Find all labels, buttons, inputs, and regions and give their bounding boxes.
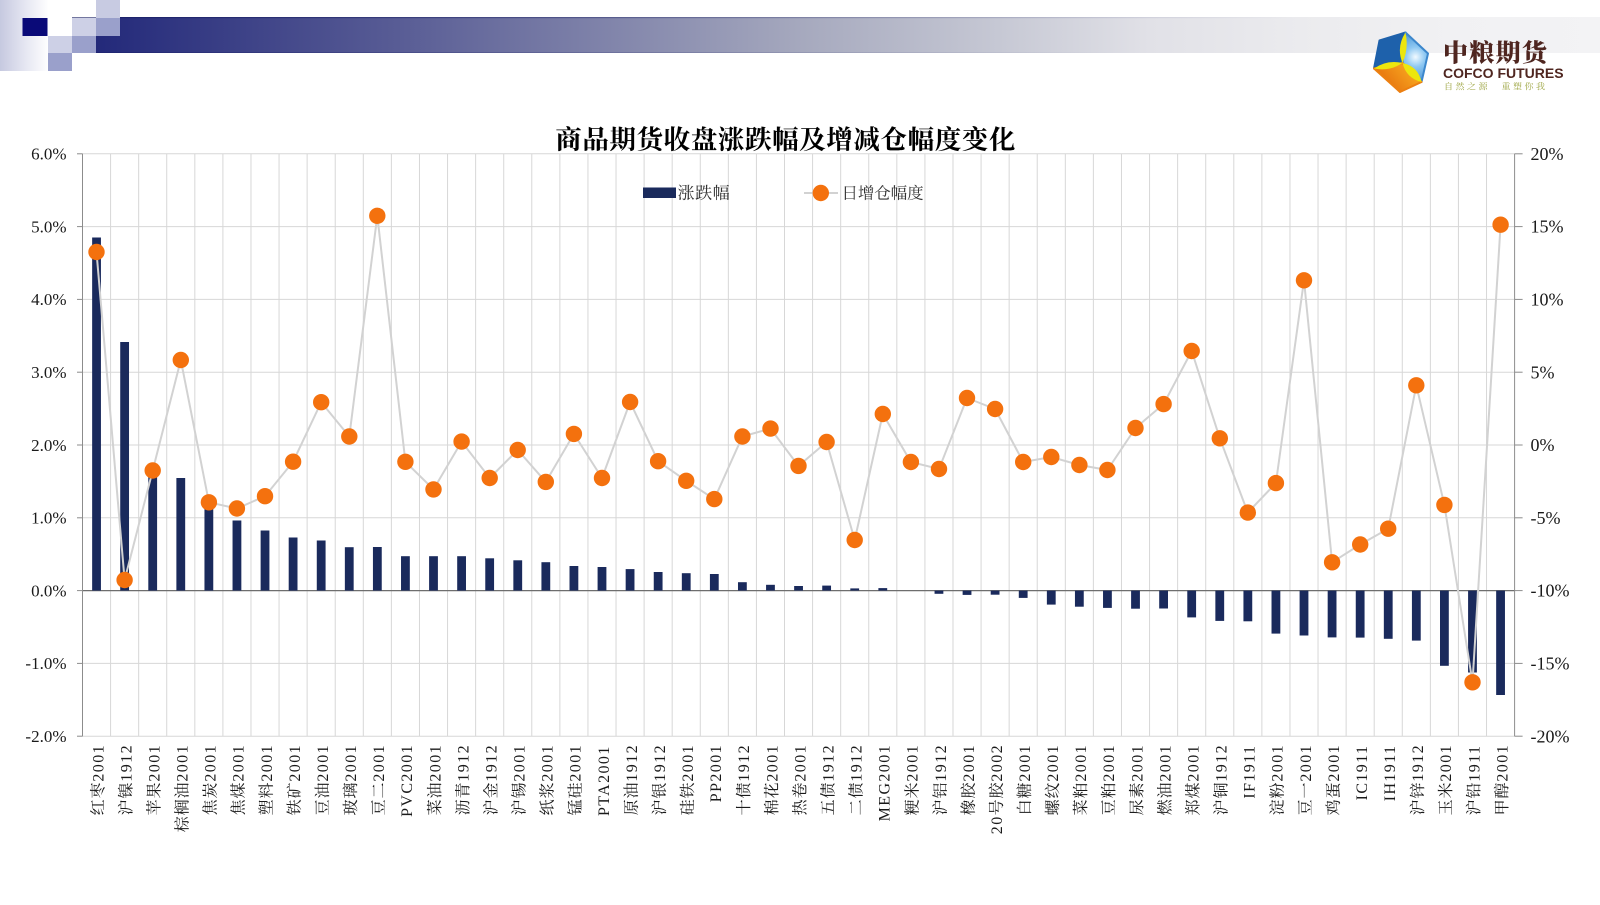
- svg-text:1912: 1912: [933, 744, 950, 782]
- svg-text:2001: 2001: [175, 744, 192, 782]
- svg-text:2001: 2001: [1494, 744, 1511, 782]
- svg-text:-15%: -15%: [1531, 654, 1570, 674]
- svg-text:2001: 2001: [427, 744, 444, 782]
- svg-text:2001: 2001: [1073, 744, 1090, 782]
- svg-text:PTA2001: PTA2001: [596, 745, 613, 816]
- svg-text:2001: 2001: [203, 744, 220, 782]
- svg-text:20%: 20%: [1531, 144, 1564, 164]
- svg-text:-1.0%: -1.0%: [25, 654, 66, 673]
- svg-text:2001: 2001: [568, 744, 585, 782]
- svg-text:2001: 2001: [1326, 744, 1343, 782]
- svg-text:1912: 1912: [483, 744, 500, 782]
- svg-text:-20%: -20%: [1531, 726, 1570, 746]
- svg-text:2001: 2001: [680, 744, 697, 782]
- svg-text:2001: 2001: [1129, 744, 1146, 782]
- svg-text:10%: 10%: [1531, 290, 1564, 310]
- svg-text:20: 20: [989, 815, 1006, 834]
- svg-text:IF1911: IF1911: [1242, 745, 1259, 799]
- svg-text:2001: 2001: [764, 744, 781, 782]
- svg-text:1912: 1912: [1214, 744, 1231, 782]
- svg-text:2001: 2001: [1438, 744, 1455, 782]
- svg-text:-2.0%: -2.0%: [25, 727, 66, 746]
- svg-text:0%: 0%: [1531, 435, 1555, 455]
- svg-text:2002: 2002: [989, 744, 1006, 782]
- svg-text:2001: 2001: [540, 744, 557, 782]
- svg-text:2001: 2001: [905, 744, 922, 782]
- svg-text:2001: 2001: [1101, 744, 1118, 782]
- svg-text:2001: 2001: [315, 744, 332, 782]
- svg-text:6.0%: 6.0%: [31, 145, 66, 164]
- svg-text:0.0%: 0.0%: [31, 581, 66, 600]
- svg-text:1912: 1912: [1410, 744, 1427, 782]
- svg-text:2001: 2001: [512, 744, 529, 782]
- svg-text:1912: 1912: [118, 744, 135, 782]
- svg-text:1912: 1912: [455, 744, 472, 782]
- svg-text:2001: 2001: [1185, 744, 1202, 782]
- svg-text:5%: 5%: [1531, 362, 1555, 382]
- svg-text:5.0%: 5.0%: [31, 217, 66, 236]
- svg-text:15%: 15%: [1531, 217, 1564, 237]
- svg-text:2001: 2001: [1045, 744, 1062, 782]
- svg-text:COFCO FUTURES: COFCO FUTURES: [1443, 65, 1564, 81]
- svg-text:1912: 1912: [849, 744, 866, 782]
- svg-text:2001: 2001: [1270, 744, 1287, 782]
- svg-text:1912: 1912: [736, 744, 753, 782]
- svg-text:2001: 2001: [147, 744, 164, 782]
- svg-text:2001: 2001: [231, 744, 248, 782]
- svg-text:2001: 2001: [1298, 744, 1315, 782]
- svg-text:2.0%: 2.0%: [31, 436, 66, 455]
- svg-text:PVC2001: PVC2001: [399, 744, 416, 817]
- svg-text:4.0%: 4.0%: [31, 290, 66, 309]
- svg-text:2001: 2001: [1017, 744, 1034, 782]
- svg-text:MEG2001: MEG2001: [877, 744, 894, 821]
- svg-text:2001: 2001: [90, 744, 107, 782]
- svg-text:1912: 1912: [624, 744, 641, 782]
- svg-text:1.0%: 1.0%: [31, 509, 66, 528]
- svg-text:1912: 1912: [652, 744, 669, 782]
- svg-text:PP2001: PP2001: [708, 744, 725, 802]
- svg-text:IH1911: IH1911: [1382, 745, 1399, 802]
- svg-text:IC1911: IC1911: [1354, 745, 1371, 801]
- svg-text:2001: 2001: [287, 744, 304, 782]
- svg-text:2001: 2001: [792, 744, 809, 782]
- svg-text:2001: 2001: [259, 744, 276, 782]
- svg-text:2001: 2001: [371, 744, 388, 782]
- svg-text:3.0%: 3.0%: [31, 363, 66, 382]
- svg-text:1911: 1911: [1466, 745, 1483, 782]
- svg-text:-5%: -5%: [1531, 508, 1561, 528]
- svg-text:2001: 2001: [961, 744, 978, 782]
- svg-text:-10%: -10%: [1531, 581, 1570, 601]
- svg-text:2001: 2001: [343, 744, 360, 782]
- svg-text:1912: 1912: [820, 744, 837, 782]
- svg-text:2001: 2001: [1157, 744, 1174, 782]
